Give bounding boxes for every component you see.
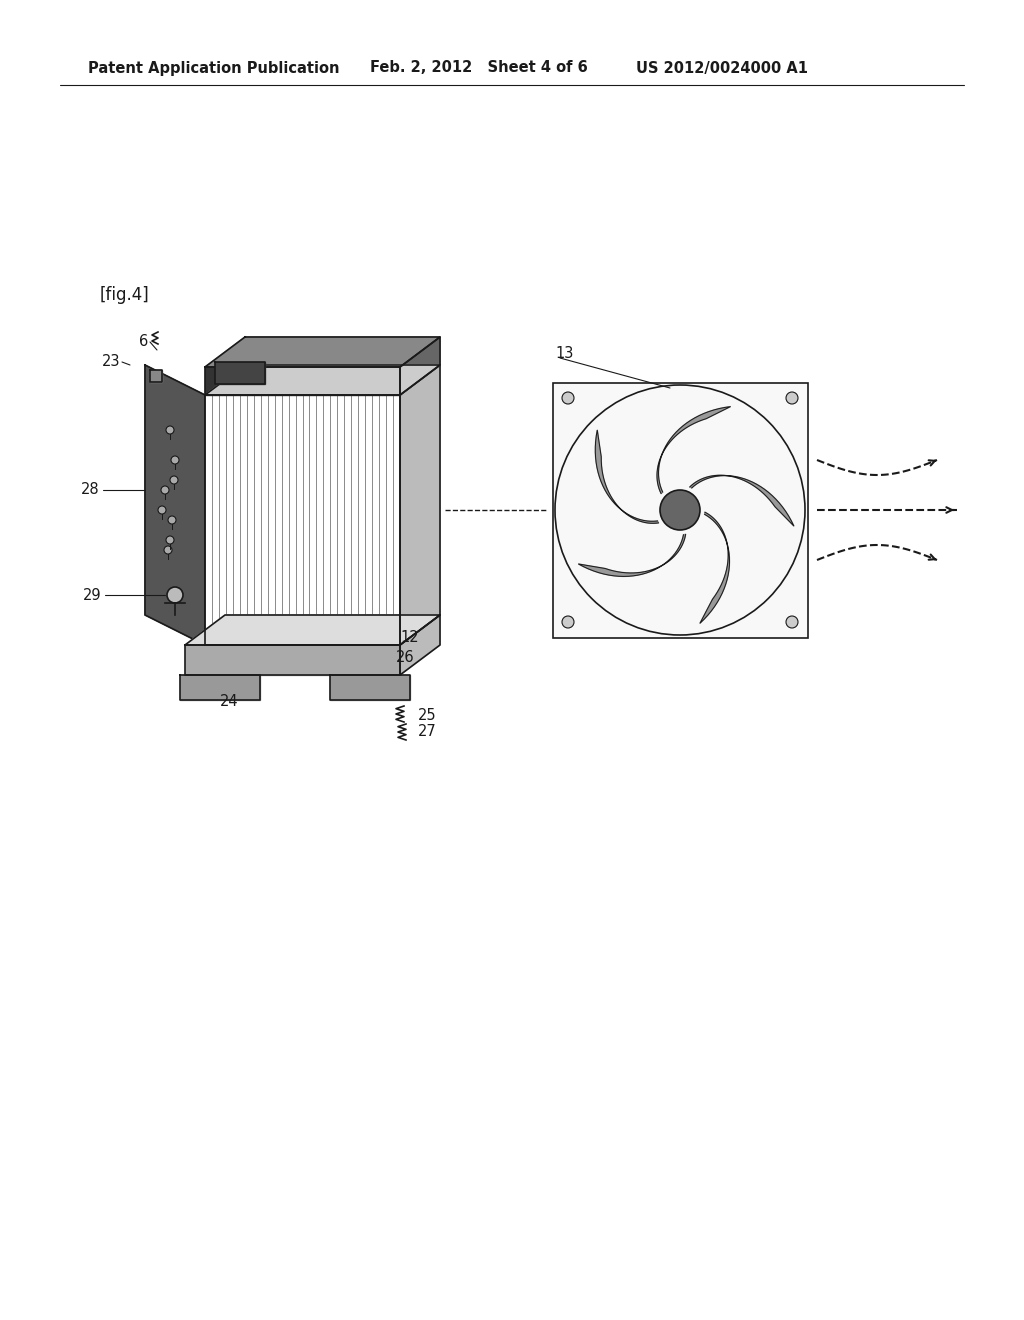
Circle shape — [167, 587, 183, 603]
Polygon shape — [400, 366, 440, 645]
Text: 27: 27 — [418, 725, 437, 739]
Circle shape — [166, 426, 174, 434]
Polygon shape — [579, 535, 686, 577]
Polygon shape — [180, 675, 260, 700]
Text: 25: 25 — [418, 708, 436, 722]
Polygon shape — [215, 362, 265, 384]
Text: 24: 24 — [220, 694, 239, 710]
Text: US 2012/0024000 A1: US 2012/0024000 A1 — [636, 61, 808, 75]
Circle shape — [786, 616, 798, 628]
Polygon shape — [145, 366, 205, 645]
Polygon shape — [205, 337, 440, 367]
Circle shape — [166, 536, 174, 544]
Circle shape — [786, 392, 798, 404]
Polygon shape — [185, 615, 440, 645]
Circle shape — [562, 616, 574, 628]
Circle shape — [170, 477, 178, 484]
Text: 28: 28 — [81, 483, 100, 498]
Text: Patent Application Publication: Patent Application Publication — [88, 61, 340, 75]
Circle shape — [168, 516, 176, 524]
Polygon shape — [185, 645, 400, 675]
Polygon shape — [690, 475, 794, 525]
Text: 23: 23 — [101, 355, 120, 370]
Text: 121: 121 — [230, 366, 258, 380]
Text: 29: 29 — [83, 587, 102, 602]
Polygon shape — [400, 337, 440, 395]
Polygon shape — [205, 367, 400, 395]
Polygon shape — [595, 430, 658, 523]
Polygon shape — [330, 675, 410, 700]
Circle shape — [660, 490, 700, 531]
Text: 13: 13 — [555, 346, 573, 360]
Polygon shape — [700, 512, 729, 623]
Text: 22: 22 — [295, 364, 313, 380]
Text: 12: 12 — [400, 631, 419, 645]
Circle shape — [562, 392, 574, 404]
Circle shape — [171, 455, 179, 465]
Polygon shape — [205, 366, 440, 395]
Polygon shape — [400, 615, 440, 675]
Text: 26: 26 — [396, 651, 415, 665]
Circle shape — [164, 546, 172, 554]
Text: 13: 13 — [512, 483, 530, 498]
Polygon shape — [657, 407, 730, 494]
Text: Feb. 2, 2012   Sheet 4 of 6: Feb. 2, 2012 Sheet 4 of 6 — [370, 61, 588, 75]
Polygon shape — [150, 370, 162, 381]
Circle shape — [161, 486, 169, 494]
Text: 6: 6 — [138, 334, 148, 350]
Bar — [553, 383, 808, 638]
Text: [fig.4]: [fig.4] — [100, 286, 150, 304]
Circle shape — [158, 506, 166, 513]
